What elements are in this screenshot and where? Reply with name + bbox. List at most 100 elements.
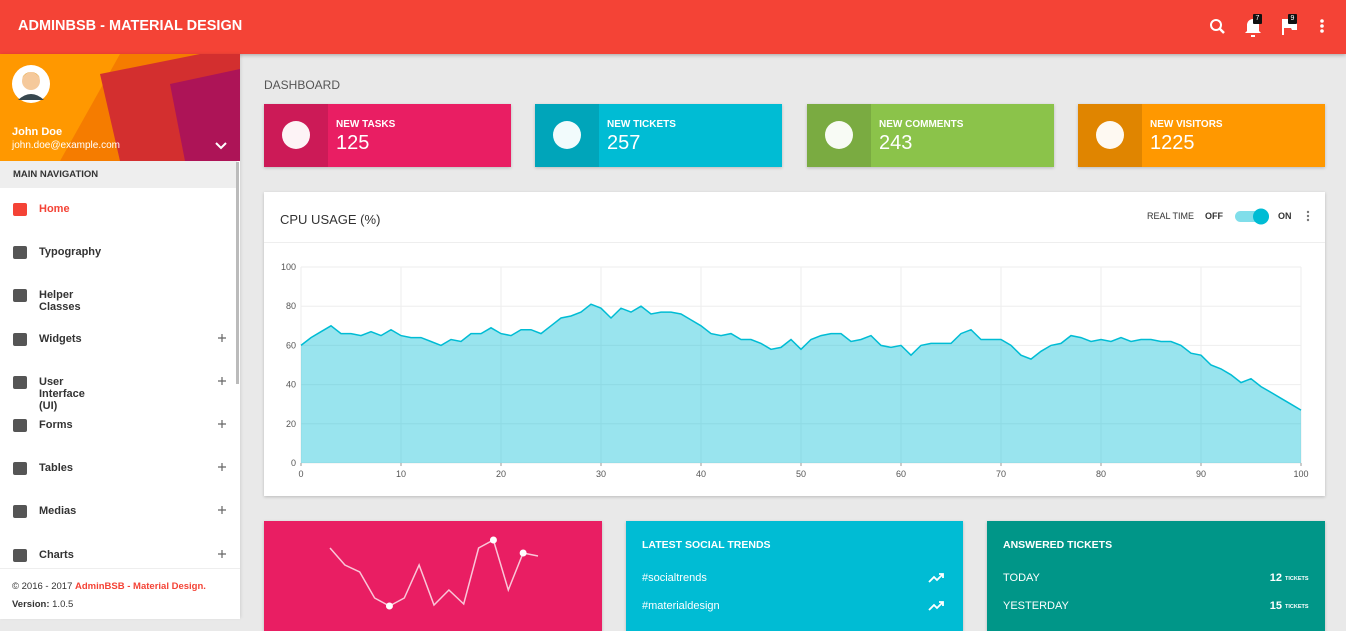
nav-icon: [13, 505, 27, 519]
info-box[interactable]: NEW TICKETS 257: [535, 104, 782, 167]
nav-icon-shape: [13, 375, 27, 389]
more-icon: [1320, 24, 1324, 28]
trend-item[interactable]: #socialtrends: [642, 572, 707, 584]
social-trends-card: LATEST SOCIAL TRENDS #socialtrends #mater…: [626, 521, 963, 631]
card-title: LATEST SOCIAL TRENDS: [642, 539, 771, 551]
icon-shape: [825, 121, 853, 149]
realtime-switch[interactable]: [1233, 206, 1275, 226]
icon: [1096, 121, 1124, 149]
version-number: 1.0.5: [52, 599, 74, 610]
nav-icon: [13, 375, 27, 389]
more-icon: [1320, 29, 1324, 33]
brand-link[interactable]: AdminBSB - Material Design.: [75, 581, 206, 592]
plus: [218, 420, 226, 428]
icon: [553, 121, 581, 149]
plus: [218, 506, 226, 515]
info-box-label: NEW VISITORS: [1150, 119, 1223, 130]
expand-icon: [218, 376, 226, 385]
user-background: [0, 54, 240, 161]
card-menu[interactable]: [1305, 209, 1311, 223]
plus: [218, 333, 226, 342]
icon-shape: [553, 121, 581, 149]
answered-tickets-card: ANSWERED TICKETS TODAY 12 TICKETS YESTERDAY…: [987, 521, 1325, 631]
nav-icon: [13, 203, 27, 216]
card-divider: [264, 242, 1325, 243]
nav-item[interactable]: Home: [39, 203, 70, 215]
icon-shape: [282, 121, 310, 149]
ticket-label: TODAY: [1003, 572, 1040, 584]
flag-badge: 9: [1288, 14, 1297, 24]
page-title: DASHBOARD: [264, 78, 341, 92]
nav-heading-bar: [0, 161, 237, 188]
nav-icon-shape: [13, 419, 27, 432]
off-label: OFF: [1205, 211, 1223, 221]
nav-icon-shape: [13, 548, 27, 562]
nav-item[interactable]: Charts: [39, 548, 74, 561]
nav-icon-shape: [13, 289, 27, 303]
nav-icon: [13, 548, 27, 562]
sparkline-card: [264, 521, 602, 631]
trend-icon: [928, 601, 944, 611]
user-email: john.doe@example.com: [12, 140, 120, 151]
nav-item[interactable]: User Interface (UI): [39, 375, 85, 412]
plus: [218, 463, 226, 472]
info-box-label: NEW TICKETS: [607, 119, 676, 130]
trend-item[interactable]: #materialdesign: [642, 600, 720, 612]
copyright-text: © 2016 - 2017: [12, 581, 73, 592]
trend-arrow: [928, 573, 944, 583]
header-icons: [1210, 19, 1324, 37]
on-label: ON: [1278, 211, 1292, 221]
nav-item[interactable]: Typography: [39, 246, 102, 259]
ticket-count: 12: [1269, 572, 1282, 584]
info-box-value: 125: [336, 132, 370, 154]
expand-icon: [218, 333, 226, 342]
cpu-title: CPU USAGE (%): [280, 212, 381, 227]
nav-item[interactable]: Widgets: [39, 332, 82, 345]
realtime-label: REAL TIME: [1147, 211, 1195, 221]
info-box[interactable]: NEW TASKS 125: [264, 104, 511, 167]
nav-icon: [13, 462, 27, 476]
nav-heading: MAIN NAVIGATION: [13, 169, 99, 180]
top-bar: ADMINBSB - MATERIAL DESIGN 7 9: [0, 0, 1346, 54]
trend-arrow: [928, 601, 944, 611]
card-title: ANSWERED TICKETS: [1003, 539, 1113, 551]
info-box-label: NEW TASKS: [336, 119, 396, 130]
copyright: © 2016 - 2017 AdminBSB - Material Design…: [12, 581, 206, 592]
user-name: John Doe: [12, 126, 63, 138]
user-menu-toggle[interactable]: [214, 141, 228, 151]
ticket-unit: TICKETS: [1285, 576, 1309, 582]
sidebar: John Doe john.doe@example.com MAIN NAVIG…: [0, 54, 240, 619]
search-icon[interactable]: [1210, 19, 1222, 31]
nav-icon: [13, 289, 27, 303]
version: Version: 1.0.5: [12, 599, 73, 610]
nav-item[interactable]: Medias: [39, 505, 77, 518]
app-title[interactable]: ADMINBSB - MATERIAL DESIGN: [18, 18, 243, 34]
plus: [218, 376, 226, 385]
expand-icon: [218, 420, 226, 428]
plus: [218, 549, 226, 558]
expand-icon: [218, 463, 226, 472]
nav-icon-shape: [13, 246, 27, 260]
info-box[interactable]: NEW COMMENTS 243: [807, 104, 1054, 167]
more-icon[interactable]: [1320, 19, 1324, 23]
nav-item[interactable]: Forms: [39, 419, 73, 431]
search-icon-handle: [1219, 28, 1225, 34]
ticket-count: 15: [1269, 600, 1282, 612]
expand-icon: [218, 549, 226, 558]
nav-item[interactable]: Helper Classes: [39, 289, 81, 314]
ticket-unit: TICKETS: [1285, 604, 1309, 610]
icon: [282, 121, 310, 149]
nav-icon: [13, 332, 27, 346]
info-box[interactable]: NEW VISITORS 1225: [1078, 104, 1325, 167]
nav-item[interactable]: Tables: [39, 462, 74, 475]
info-box-label: NEW COMMENTS: [879, 119, 964, 130]
nav-icon-shape: [13, 332, 27, 346]
info-box-value: 257: [607, 132, 641, 154]
sidebar-footer: © 2016 - 2017 AdminBSB - Material Design…: [0, 568, 240, 619]
nav-icon-shape: [13, 505, 27, 519]
nav-icon: [13, 246, 27, 260]
icon: [825, 121, 853, 149]
nav-icon: [13, 419, 27, 432]
scrollbar[interactable]: [236, 162, 239, 384]
